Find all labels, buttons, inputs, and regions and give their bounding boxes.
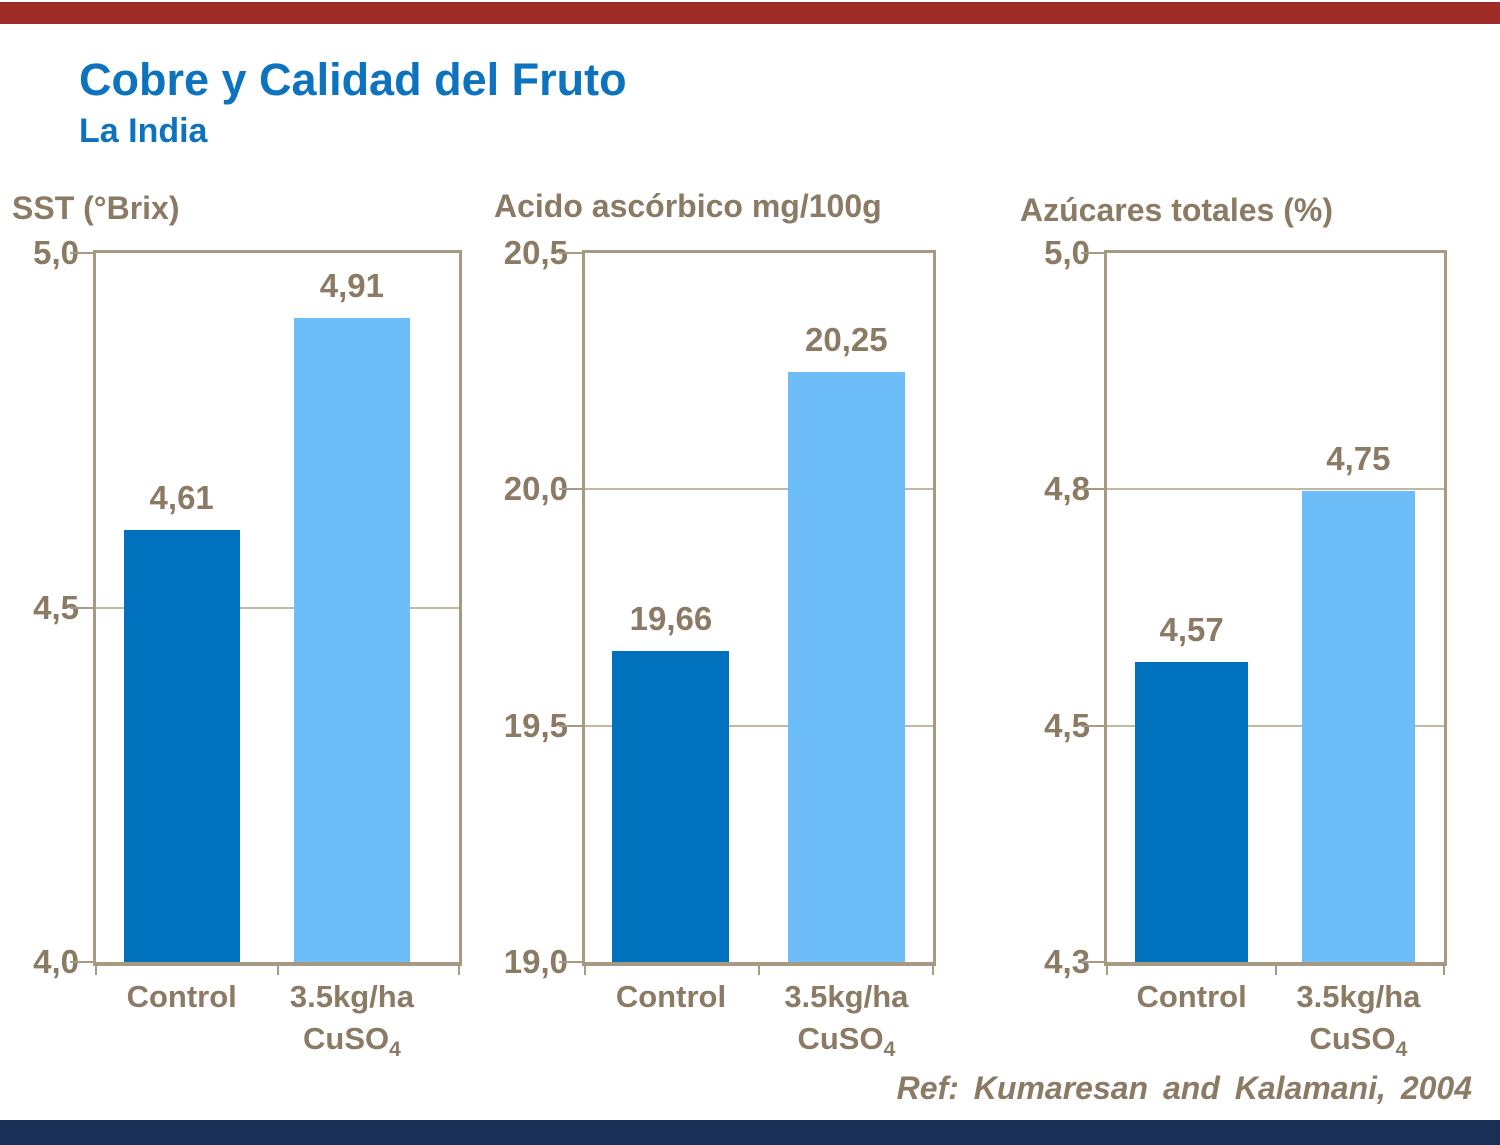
x-tick-mark <box>1274 962 1277 975</box>
y-tick-mark <box>1081 724 1107 727</box>
y-tick-label: 19,5 <box>503 706 568 744</box>
gridline <box>1107 724 1444 727</box>
x-tick-mark <box>95 962 97 975</box>
x-tick-mark <box>458 962 460 975</box>
bar-value-label: 4,75 <box>1326 439 1391 477</box>
y-tick-mark <box>70 961 96 963</box>
x-category-label: Control <box>126 979 237 1014</box>
x-category-label: 3.5kg/ha <box>1296 979 1421 1014</box>
y-tick-mark <box>70 606 96 609</box>
chart2-axis-title: Acido ascórbico mg/100g <box>494 188 882 224</box>
x-category-label-line2: CuSO4 <box>303 1021 401 1062</box>
x-category-label-line2: CuSO4 <box>1309 1021 1408 1062</box>
reference-citation: Ref: Kumaresan and Kalamani, 2004 <box>896 1070 1472 1106</box>
y-tick-label: 4,3 <box>1044 943 1090 980</box>
x-category-label-line2: CuSO4 <box>797 1021 896 1062</box>
gridline <box>96 606 459 609</box>
y-tick-label: 5,0 <box>1044 234 1090 271</box>
y-tick-mark <box>559 488 585 491</box>
y-tick-label: 4,5 <box>33 588 79 626</box>
chart3-axis-title: Azúcares totales (%) <box>1020 192 1333 228</box>
x-tick-mark <box>932 962 934 975</box>
y-tick-label: 4,8 <box>1044 470 1090 508</box>
y-tick-label: 20,5 <box>503 234 568 271</box>
chart2-plot-area: 20,5 20,0 19,5 19,0 19,66 Control 20,25 3.5kg/h… <box>504 236 936 1061</box>
y-tick-mark <box>1081 961 1107 963</box>
y-tick-mark <box>1081 488 1107 491</box>
y-tick-mark <box>559 724 585 727</box>
gridline <box>585 488 933 491</box>
chart1-plot-area: 5,0 4,5 4,0 4,61 Control 4,91 3.5kg/ha CuSO4 <box>33 236 462 1061</box>
x-category-label: Control <box>1136 979 1247 1014</box>
chart1-axis-title: SST (°Brix) <box>12 190 180 226</box>
gridline <box>585 724 933 727</box>
x-tick-mark <box>276 962 279 975</box>
x-tick-mark <box>1106 962 1108 975</box>
x-category-label: Control <box>615 979 727 1014</box>
y-tick-mark <box>1081 252 1107 254</box>
y-tick-mark <box>70 252 96 254</box>
bar-value-label: 4,61 <box>149 479 214 517</box>
chart3-plot-area: 5,0 4,8 4,5 4,3 4,57 Control 4,75 3.5kg/ha CuSO4 <box>1044 236 1447 1061</box>
y-tick-label: 4,5 <box>1044 706 1090 744</box>
bar-control <box>1135 662 1248 962</box>
x-tick-mark <box>584 962 586 975</box>
bar-control <box>612 650 730 962</box>
bottom-accent-bar <box>0 1120 1500 1145</box>
x-tick-mark <box>758 962 760 975</box>
page-title: Cobre y Calidad del Fruto <box>79 54 627 105</box>
bar-3-5kg-ha <box>1302 490 1415 962</box>
y-tick-mark <box>559 252 585 254</box>
y-tick-label: 20,0 <box>503 470 568 508</box>
y-tick-label: 19,0 <box>503 943 568 980</box>
x-category-label: 3.5kg/ha <box>289 979 414 1014</box>
gridline <box>1107 488 1444 491</box>
bar-control <box>123 530 240 962</box>
bar-value-label: 20,25 <box>805 321 888 359</box>
bar-3-5kg-ha <box>294 318 410 962</box>
bar-value-label: 4,57 <box>1159 611 1224 649</box>
bar-3-5kg-ha <box>787 372 905 962</box>
x-category-label: 3.5kg/ha <box>784 979 909 1014</box>
y-tick-mark <box>559 961 585 963</box>
bar-value-label: 4,91 <box>319 267 385 305</box>
bar-value-label: 19,66 <box>629 599 713 637</box>
y-tick-label: 5,0 <box>33 234 79 271</box>
y-tick-label: 4,0 <box>33 943 79 980</box>
page-subtitle: La India <box>79 112 208 150</box>
top-accent-bar <box>0 2 1500 24</box>
x-tick-mark <box>1443 962 1445 975</box>
